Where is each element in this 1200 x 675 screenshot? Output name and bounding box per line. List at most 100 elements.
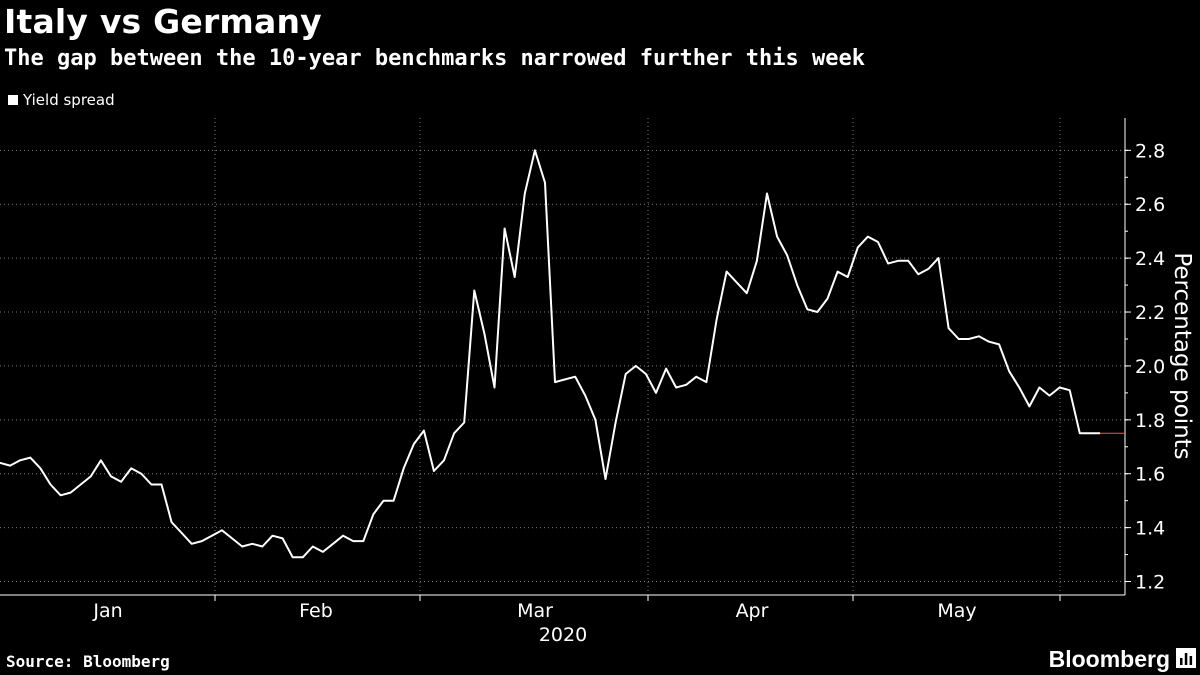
data-point [322, 551, 324, 553]
data-point [1089, 432, 1091, 434]
data-point [302, 556, 304, 558]
data-point [1079, 432, 1081, 434]
data-point [917, 273, 919, 275]
data-point [564, 378, 566, 380]
y-tick-label: 1.6 [1135, 464, 1165, 486]
x-tick-label: Jan [92, 600, 122, 622]
data-point [796, 284, 798, 286]
data-point [574, 376, 576, 378]
data-point [494, 387, 495, 388]
data-point [150, 484, 152, 485]
legend-swatch [8, 95, 18, 105]
data-point [9, 465, 11, 467]
legend-label: Yield spread [23, 91, 115, 109]
y-tick-label: 2.6 [1135, 194, 1165, 216]
x-axis-year-label: 2020 [539, 624, 587, 646]
data-point [625, 373, 627, 375]
data-point [1069, 389, 1071, 391]
data-point [675, 387, 677, 388]
data-point [70, 492, 72, 494]
y-tick-label: 2.8 [1135, 140, 1165, 162]
data-point [948, 327, 950, 329]
y-axis-title: Percentage points [1169, 252, 1195, 459]
data-point [504, 228, 506, 229]
data-point [19, 459, 21, 461]
data-point [211, 535, 213, 537]
y-tick-label: 2.2 [1135, 302, 1165, 324]
data-point [524, 193, 526, 194]
data-point [746, 292, 748, 294]
data-point [0, 462, 1, 464]
y-tick-label: 1.2 [1135, 572, 1165, 594]
data-point [100, 459, 102, 461]
data-point [413, 443, 415, 445]
y-tick-label: 2.4 [1135, 248, 1165, 270]
data-point [241, 546, 243, 547]
data-point [514, 276, 516, 278]
data-point [272, 535, 273, 537]
data-point [837, 271, 839, 273]
data-point [1028, 405, 1030, 407]
data-point [705, 381, 707, 383]
data-point [463, 422, 465, 423]
data-point [423, 430, 425, 432]
data-point [544, 182, 546, 184]
data-point [665, 368, 667, 370]
data-point [80, 484, 82, 485]
y-tick-label: 1.4 [1135, 518, 1165, 540]
data-point [847, 276, 849, 278]
data-point [615, 422, 617, 423]
data-point [231, 537, 233, 539]
data-point [776, 236, 778, 238]
data-point [39, 467, 41, 469]
data-point [554, 381, 556, 383]
x-tick-label: Mar [517, 600, 553, 622]
data-point [736, 281, 738, 283]
data-point [261, 546, 263, 547]
data-point [766, 193, 768, 194]
data-point [827, 298, 828, 300]
data-point [645, 373, 647, 375]
data-point [988, 341, 990, 343]
data-point [372, 513, 374, 515]
data-point [201, 540, 203, 542]
data-point [867, 236, 869, 238]
data-point [605, 478, 606, 480]
data-point [453, 432, 455, 434]
data-point [362, 540, 364, 542]
data-point [927, 268, 929, 270]
data-point [695, 376, 697, 378]
data-point [120, 481, 122, 483]
data-point [181, 532, 183, 534]
data-point [443, 459, 445, 461]
bloomberg-logo: Bloomberg [1048, 646, 1170, 672]
data-point [130, 467, 132, 469]
data-point [312, 546, 314, 547]
data-point [806, 308, 808, 310]
data-point [726, 271, 728, 273]
data-point [140, 473, 142, 475]
data-point [998, 343, 1000, 345]
data-point [90, 475, 92, 477]
data-point [594, 419, 596, 421]
data-point [756, 260, 758, 262]
data-point [887, 263, 889, 264]
data-point [352, 540, 354, 542]
data-point [655, 392, 657, 394]
data-point [292, 556, 294, 558]
data-point [110, 475, 112, 477]
data-point [635, 365, 637, 367]
data-point [816, 311, 818, 313]
data-point [483, 333, 485, 335]
y-tick-label: 1.8 [1135, 410, 1165, 432]
data-point [897, 260, 899, 262]
data-point [60, 494, 62, 496]
data-point [342, 535, 344, 537]
y-tick-label: 2.0 [1135, 356, 1165, 378]
bloomberg-chart-icon [1176, 648, 1196, 668]
data-point [393, 500, 395, 502]
data-point [473, 290, 475, 291]
source-note: Source: Bloomberg [6, 652, 170, 671]
data-point [433, 470, 435, 472]
